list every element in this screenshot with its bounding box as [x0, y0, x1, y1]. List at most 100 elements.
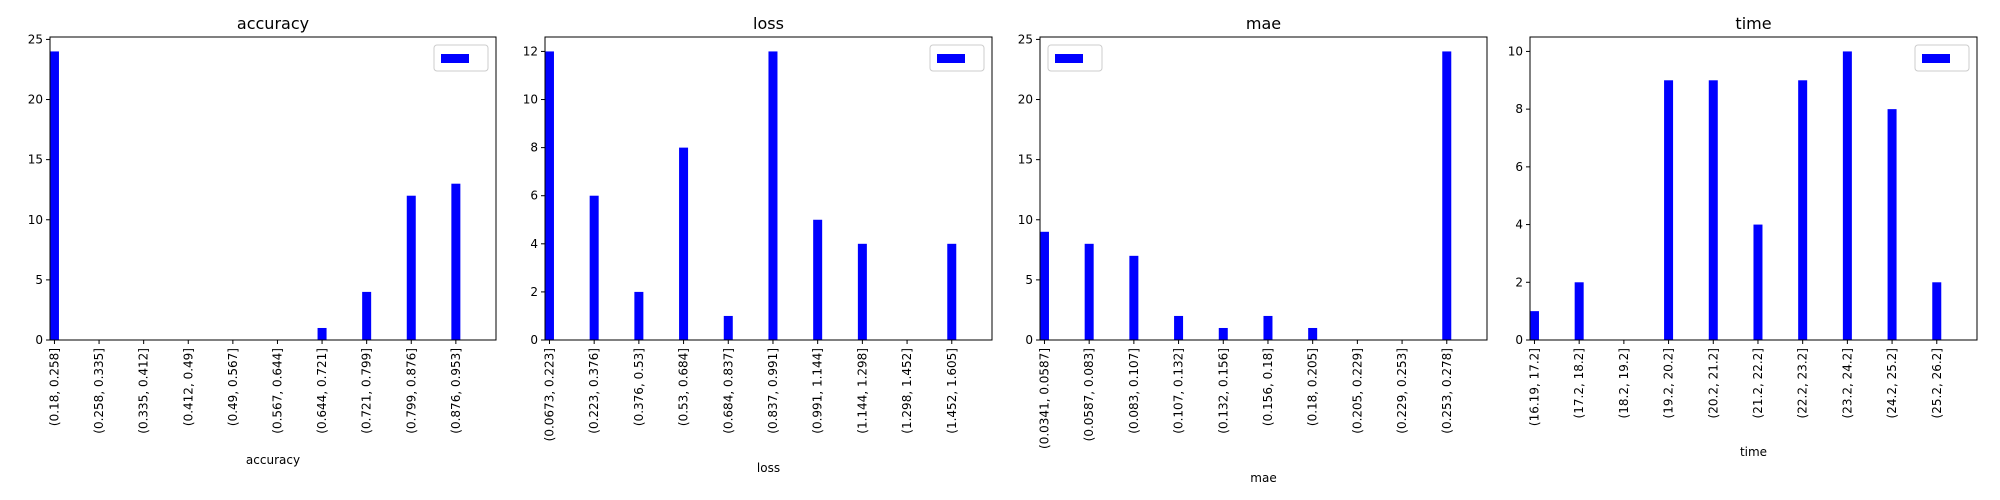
x-tick-label: (0.644, 0.721]: [315, 348, 329, 434]
y-tick-label: 15: [28, 153, 43, 167]
bar: [1574, 282, 1584, 340]
x-tick-label: (0.684, 0.837]: [721, 348, 735, 434]
bar: [634, 291, 644, 340]
y-tick-label: 25: [1018, 32, 1033, 46]
axes-frame: [1529, 36, 1978, 341]
subplot-mae: 0 5 10 15 20 25 (0.0341, 0.0587] (0.0587, 0.083…: [1018, 14, 1488, 485]
y-tick-label: 20: [28, 93, 43, 107]
x-tick-label: (0.991, 1.144]: [811, 348, 825, 434]
x-tick-label: (0.49, 0.567]: [226, 348, 240, 426]
x-axis-label: time: [1740, 445, 1767, 459]
legend-swatch: [937, 54, 965, 63]
y-tick-label: 6: [530, 189, 538, 203]
legend: [929, 44, 985, 72]
bar: [1129, 255, 1139, 340]
x-tick-label: (1.144, 1.298]: [855, 348, 869, 434]
x-tick-label: (0.567, 0.644]: [270, 348, 284, 434]
y-tick-label: 0: [1515, 333, 1523, 347]
x-tick-label: (0.107, 0.132]: [1172, 348, 1186, 434]
x-axis-label: loss: [757, 461, 780, 475]
y-tick-label: 4: [1515, 218, 1523, 232]
bar: [857, 243, 867, 340]
y-tick-label: 15: [1018, 153, 1033, 167]
bar: [723, 315, 733, 340]
bar: [1529, 311, 1539, 340]
x-tick-label: (0.721, 0.799]: [360, 348, 374, 434]
chart-title: time: [1735, 14, 1771, 33]
bar: [1932, 282, 1942, 340]
subplot-loss: 0 2 4 6 8 10 12 (0.0673, 0.223] (0.223, 0.376] (0…: [523, 14, 993, 475]
y-tick-label: 5: [1025, 273, 1033, 287]
legend: [1047, 44, 1103, 72]
bar: [1263, 315, 1273, 340]
x-tick-label: (0.156, 0.18]: [1261, 348, 1275, 426]
x-tick-label: (0.0587, 0.083]: [1082, 348, 1096, 441]
x-tick-label: (0.253, 0.278]: [1440, 348, 1454, 434]
x-tick-label: (25.2, 26.2]: [1930, 348, 1944, 418]
bar: [1039, 231, 1049, 340]
bar: [406, 195, 416, 340]
x-tick-label: (0.0341, 0.0587]: [1037, 348, 1051, 449]
bar: [1887, 109, 1897, 340]
y-tick-label: 8: [1515, 102, 1523, 116]
y-tick-label: 2: [1515, 275, 1523, 289]
bar: [813, 219, 823, 340]
y-tick-label: 0: [530, 333, 538, 347]
bar: [768, 51, 778, 341]
x-tick-label: (22.2, 23.2]: [1796, 348, 1810, 418]
y-tick-label: 10: [28, 213, 43, 227]
y-tick-label: 2: [530, 285, 538, 299]
legend: [1914, 44, 1970, 72]
y-tick-label: 10: [523, 93, 538, 107]
x-tick-label: (0.376, 0.53]: [632, 348, 646, 426]
y-tick-label: 12: [523, 44, 538, 58]
legend-swatch: [441, 54, 469, 63]
x-tick-label: (0.335, 0.412]: [137, 348, 151, 434]
x-axis-label: accuracy: [246, 453, 300, 467]
x-tick-label: (1.298, 1.452]: [900, 348, 914, 434]
x-tick-label: (0.412, 0.49]: [181, 348, 195, 426]
x-tick-label: (23.2, 24.2]: [1840, 348, 1854, 418]
chart-title: mae: [1246, 14, 1281, 33]
x-tick-label: (0.205, 0.229]: [1350, 348, 1364, 434]
x-tick-label: (0.799, 0.876]: [404, 348, 418, 434]
x-tick-label: (0.876, 0.953]: [449, 348, 463, 434]
bar: [1708, 80, 1718, 340]
x-tick-label: (0.18, 0.205]: [1306, 348, 1320, 426]
y-tick-label: 20: [1018, 93, 1033, 107]
bar: [1084, 243, 1094, 340]
axes-frame: [1039, 36, 1488, 341]
x-tick-label: (24.2, 25.2]: [1885, 348, 1899, 418]
x-tick-label: (16.19, 17.2]: [1527, 348, 1541, 426]
bar: [1308, 327, 1318, 340]
subplot-time: 0 2 4 6 8 10 (16.19, 17.2] (17.2, 18.2] (18.2, 1…: [1508, 14, 1978, 459]
bar: [451, 183, 461, 340]
bar: [947, 243, 957, 340]
x-tick-label: (20.2, 21.2]: [1706, 348, 1720, 418]
x-tick-label: (18.2, 19.2]: [1617, 348, 1631, 418]
y-tick-label: 0: [1025, 333, 1033, 347]
x-tick-label: (0.0673, 0.223]: [542, 348, 556, 441]
x-tick-label: (19.2, 20.2]: [1662, 348, 1676, 418]
x-axis-label: mae: [1250, 471, 1276, 485]
x-tick-label: (0.53, 0.684]: [677, 348, 691, 426]
bar: [1842, 51, 1852, 341]
x-tick-label: (21.2, 22.2]: [1751, 348, 1765, 418]
bar: [1798, 80, 1808, 340]
bar: [1664, 80, 1674, 340]
x-tick-label: (17.2, 18.2]: [1572, 348, 1586, 418]
y-tick-label: 25: [28, 32, 43, 46]
bar: [362, 291, 372, 340]
y-tick-label: 0: [35, 333, 43, 347]
legend-swatch: [1922, 54, 1950, 63]
y-tick-label: 10: [1508, 44, 1523, 58]
bar: [1442, 51, 1452, 341]
x-tick-label: (1.452, 1.605]: [945, 348, 959, 434]
x-tick-label: (0.132, 0.156]: [1216, 348, 1230, 434]
y-tick-label: 4: [530, 237, 538, 251]
chart-title: accuracy: [237, 14, 309, 33]
chart-title: loss: [753, 14, 784, 33]
axes-frame: [544, 36, 993, 341]
y-tick-label: 8: [530, 141, 538, 155]
